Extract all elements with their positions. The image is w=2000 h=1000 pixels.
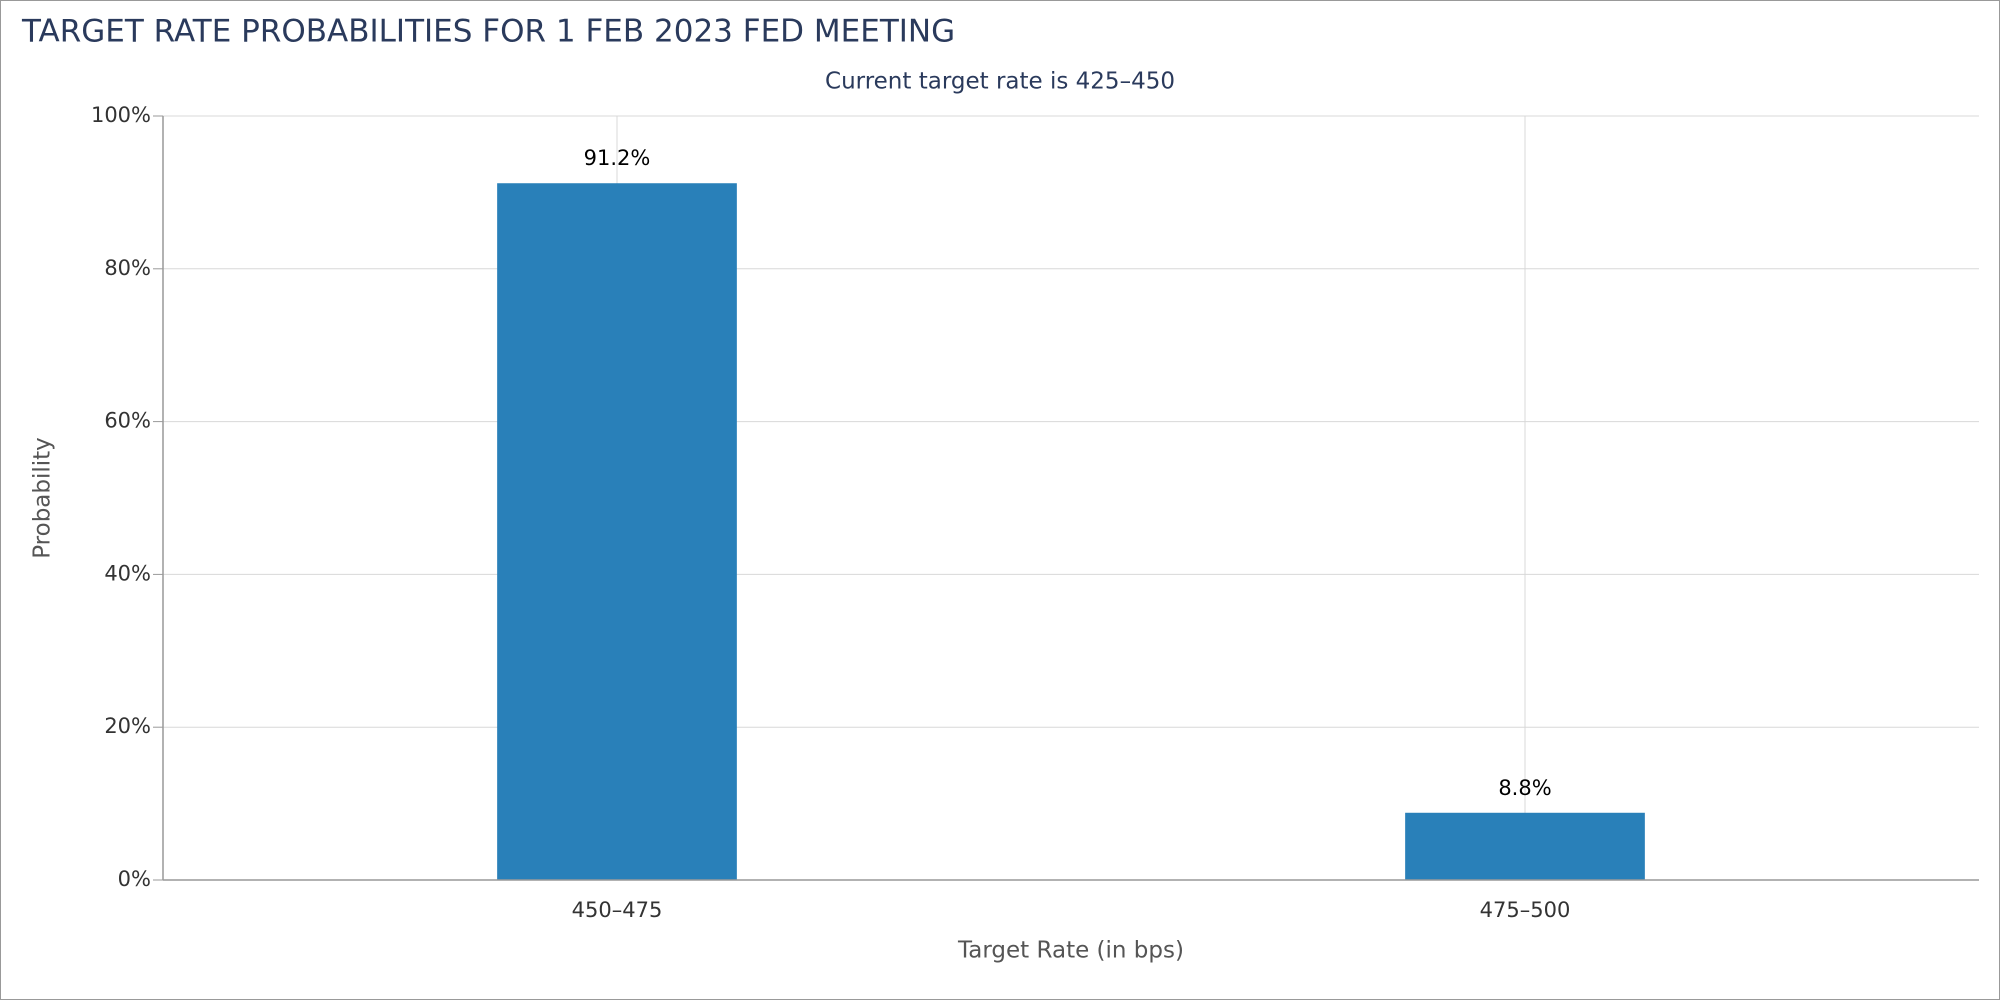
x-axis-title: Target Rate (in bps) <box>957 938 1184 964</box>
data-label: 91.2% <box>584 146 651 170</box>
y-tick-label: 40% <box>104 561 151 585</box>
y-tick-label: 20% <box>104 714 151 738</box>
bar <box>1405 812 1645 880</box>
chart-subtitle: Current target rate is 425–450 <box>825 69 1175 95</box>
data-label: 8.8% <box>1498 776 1551 800</box>
y-tick-label: 100% <box>91 103 151 127</box>
x-tick-label: 475–500 <box>1480 898 1571 922</box>
bar <box>497 183 737 880</box>
y-axis-title: Probability <box>30 437 56 559</box>
y-tick-label: 60% <box>104 409 151 433</box>
y-tick-label: 80% <box>104 256 151 280</box>
y-tick-label: 0% <box>118 867 151 891</box>
x-tick-label: 450–475 <box>572 898 663 922</box>
chart-title: TARGET RATE PROBABILITIES FOR 1 FEB 2023… <box>21 14 955 50</box>
